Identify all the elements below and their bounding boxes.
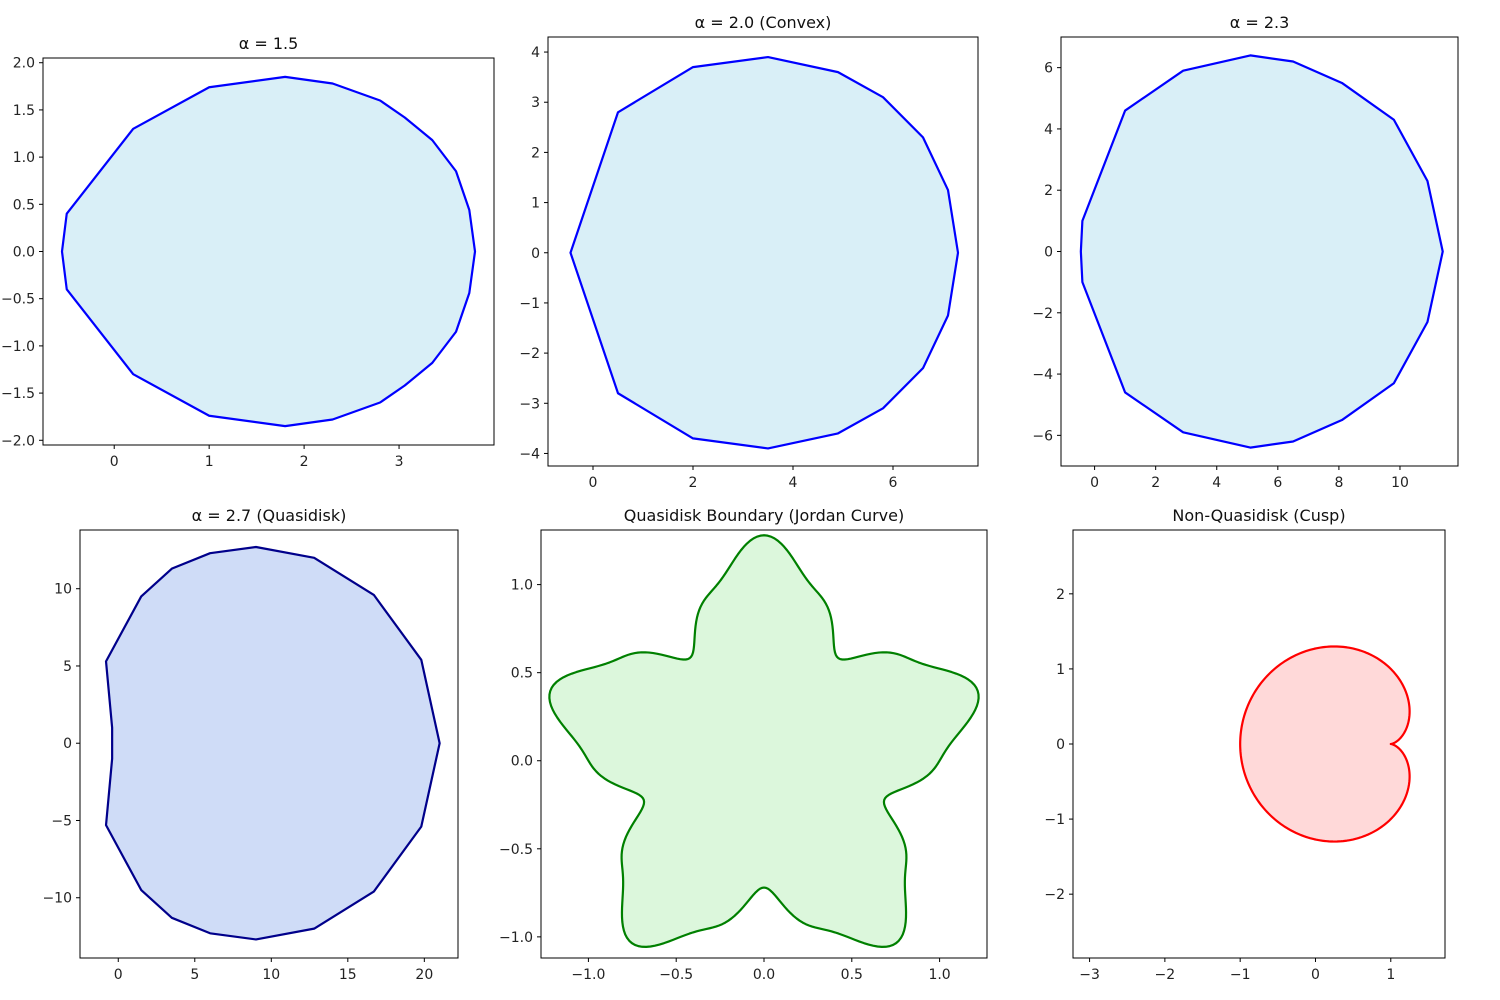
boundary-curve [569, 55, 960, 450]
x-tick-label: 0.5 [841, 967, 863, 983]
boundary-curve [548, 534, 980, 948]
subplot-5: −1.0 −0.5 0.0 0.5 1.0 −1.0 −0.5 0.0 0.5 1.0 Quasid… [499, 506, 988, 983]
y-tick-label: 0.5 [511, 666, 533, 682]
boundary-curve [1239, 645, 1411, 843]
x-tick-label: 3 [395, 454, 404, 470]
y-tick-label: 1.5 [13, 103, 35, 119]
y-tick-label: −1 [1044, 812, 1065, 828]
x-tick-label: 0 [110, 454, 119, 470]
y-tick-label: −0.5 [499, 842, 533, 858]
y-tick-label: −1.0 [1, 339, 35, 355]
y-tick-label: −4 [519, 446, 540, 462]
region-fill [1240, 646, 1410, 842]
y-tick-label: 1 [531, 196, 540, 212]
subplot-1: 0 1 2 3 −2.0 −1.5 −1.0 −0.5 0.0 0.5 1.0 1.5 2.0 α = 1… [1, 34, 495, 470]
y-tick-label: 0 [1044, 245, 1053, 261]
y-tick-label: 1.0 [13, 150, 35, 166]
x-tick-label: 1 [1386, 967, 1395, 983]
y-tick-label: −1.5 [1, 386, 35, 402]
y-tick-label: 5 [63, 659, 72, 675]
subplot-title: Quasidisk Boundary (Jordan Curve) [624, 506, 904, 525]
y-tick-label: −10 [42, 891, 72, 907]
x-tick-label: 4 [789, 475, 798, 491]
y-tick-label: 0 [63, 736, 72, 752]
region-fill [106, 547, 440, 940]
region-fill [1080, 55, 1443, 448]
x-tick-label: 5 [190, 967, 199, 983]
x-tick-label: −1 [1230, 967, 1251, 983]
y-tick-label: 1 [1056, 662, 1065, 678]
y-tick-label: 0 [1056, 737, 1065, 753]
y-tick-label: 4 [531, 45, 540, 61]
y-tick-label: −1.0 [499, 930, 533, 946]
axes-frame [79, 529, 459, 959]
x-tick-label: 4 [1212, 475, 1221, 491]
y-tick-label: 4 [1044, 122, 1053, 138]
x-tick-label: 10 [1391, 475, 1409, 491]
y-tick-label: 6 [1044, 61, 1053, 77]
y-tick-label: −5 [51, 813, 72, 829]
subplot-title: α = 2.3 [1230, 13, 1290, 32]
region-fill [549, 535, 979, 947]
y-tick-label: 2 [531, 145, 540, 161]
subplot-3: 0 2 4 6 8 10 −6 −4 −2 0 2 4 6 α = 2.3 [1032, 13, 1459, 491]
y-tick-label: 2 [1044, 183, 1053, 199]
subplot-title: Non-Quasidisk (Cusp) [1172, 506, 1345, 525]
boundary-curve [1079, 54, 1444, 449]
x-tick-label: 2 [1151, 475, 1160, 491]
y-tick-label: −2 [519, 346, 540, 362]
x-tick-label: 20 [415, 967, 433, 983]
y-tick-label: 2 [1056, 587, 1065, 603]
y-tick-label: 0 [531, 246, 540, 262]
y-tick-label: 2.0 [13, 56, 35, 72]
y-tick-label: −1 [519, 296, 540, 312]
subplot-title: α = 1.5 [239, 34, 299, 53]
region-fill [61, 76, 476, 427]
x-tick-label: 6 [1273, 475, 1282, 491]
y-tick-label: 10 [54, 582, 72, 598]
axes-frame [547, 36, 979, 467]
x-tick-label: 0 [1090, 475, 1099, 491]
x-tick-label: 1.0 [928, 967, 950, 983]
x-tick-label: 1 [205, 454, 214, 470]
y-tick-label: −2 [1032, 306, 1053, 322]
y-tick-label: −6 [1032, 428, 1053, 444]
y-tick-label: 0.0 [13, 245, 35, 261]
y-tick-label: 1.0 [511, 578, 533, 594]
x-tick-label: −0.5 [659, 967, 693, 983]
y-tick-label: −0.5 [1, 292, 35, 308]
region-fill [570, 57, 958, 449]
x-tick-label: 6 [889, 475, 898, 491]
boundary-curve [104, 545, 441, 941]
x-tick-label: −3 [1079, 967, 1100, 983]
y-tick-label: −2 [1044, 887, 1065, 903]
y-tick-label: −2.0 [1, 433, 35, 449]
y-tick-label: −3 [519, 396, 540, 412]
boundary-curve [60, 75, 477, 428]
x-tick-label: 0 [114, 967, 123, 983]
x-tick-label: 0.0 [753, 967, 775, 983]
y-tick-label: 0.0 [511, 754, 533, 770]
y-tick-label: 3 [531, 95, 540, 111]
x-tick-label: −2 [1155, 967, 1176, 983]
x-tick-label: 2 [689, 475, 698, 491]
subplot-4: 0 5 10 15 20 −10 −5 0 5 10 α = 2.7 (Quasidisk) [42, 506, 459, 983]
subplot-2: 0 2 4 6 −4 −3 −2 −1 0 1 2 3 4 α = 2.0 (Convex) [519, 13, 979, 491]
x-tick-label: 0 [589, 475, 598, 491]
y-tick-label: 0.5 [13, 197, 35, 213]
x-tick-label: 8 [1334, 475, 1343, 491]
x-tick-label: −1.0 [571, 967, 605, 983]
x-tick-label: 10 [262, 967, 280, 983]
subplot-title: α = 2.0 (Convex) [695, 13, 832, 32]
subplot-title: α = 2.7 (Quasidisk) [192, 506, 347, 525]
x-tick-label: 15 [339, 967, 357, 983]
x-tick-label: 2 [300, 454, 309, 470]
y-tick-label: −4 [1032, 367, 1053, 383]
x-tick-label: 0 [1311, 967, 1320, 983]
subplot-6: −3 −2 −1 0 1 −2 −1 0 1 2 Non-Quasidisk (Cusp) [1044, 506, 1446, 983]
